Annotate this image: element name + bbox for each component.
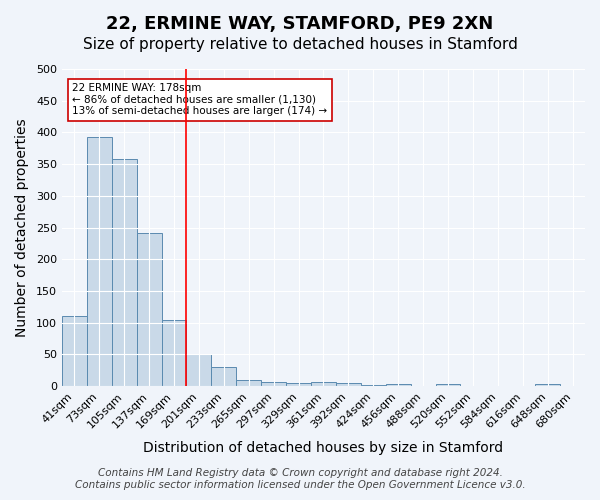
Bar (236, 380, 261, 386)
Bar (286, 383, 311, 386)
Text: Contains HM Land Registry data © Crown copyright and database right 2024.
Contai: Contains HM Land Registry data © Crown c… (74, 468, 526, 490)
Bar (187, 354, 211, 386)
Bar (535, 384, 560, 386)
Text: 22, ERMINE WAY, STAMFORD, PE9 2XN: 22, ERMINE WAY, STAMFORD, PE9 2XN (106, 15, 494, 33)
Text: Size of property relative to detached houses in Stamford: Size of property relative to detached ho… (83, 38, 517, 52)
Bar (386, 384, 410, 386)
Bar (261, 382, 286, 386)
Bar (436, 384, 460, 386)
Bar (211, 367, 236, 386)
Bar (311, 382, 336, 386)
X-axis label: Distribution of detached houses by size in Stamford: Distribution of detached houses by size … (143, 441, 503, 455)
Bar (62, 316, 87, 386)
Bar (87, 137, 112, 386)
Text: 22 ERMINE WAY: 178sqm
← 86% of detached houses are smaller (1,130)
13% of semi-d: 22 ERMINE WAY: 178sqm ← 86% of detached … (73, 84, 328, 116)
Bar (137, 232, 161, 386)
Bar (336, 383, 361, 386)
Y-axis label: Number of detached properties: Number of detached properties (15, 118, 29, 337)
Bar (161, 320, 187, 386)
Bar (112, 159, 137, 386)
